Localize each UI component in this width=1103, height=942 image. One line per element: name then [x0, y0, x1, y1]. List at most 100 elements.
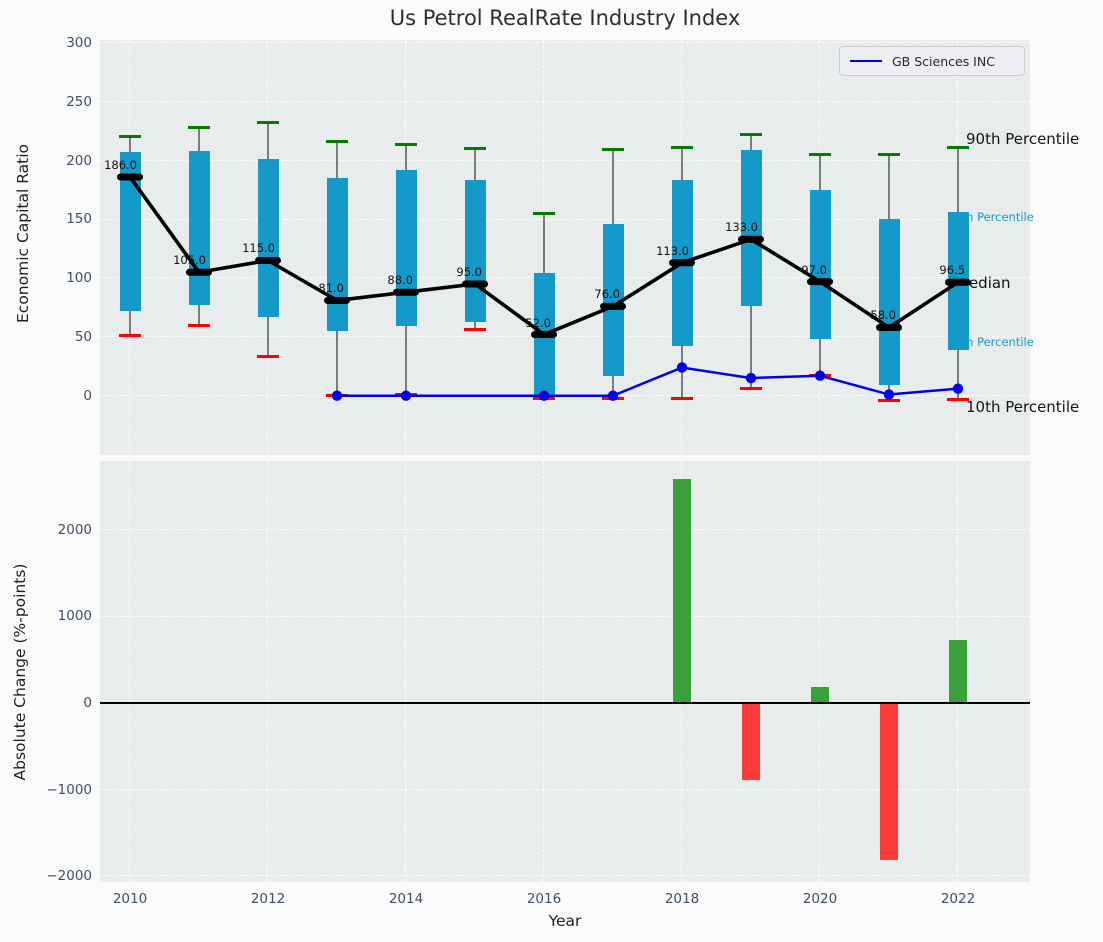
top-ytick-300: 300: [66, 34, 92, 51]
xtick-2014: 2014: [388, 891, 424, 907]
gridline-h: [100, 875, 1030, 877]
median-value-label-2021: 58.0: [870, 308, 896, 323]
xtick-2016: 2016: [526, 891, 562, 907]
legend-label: GB Sciences INC: [892, 53, 995, 69]
top-y-axis-label: Economic Capital Ratio: [14, 143, 32, 323]
p10-cap-2014: [395, 393, 417, 397]
p10-cap-2021: [878, 398, 900, 402]
p25-p75-box-2013: [326, 178, 348, 331]
gridline-h: [100, 615, 1030, 617]
p10-cap-2019: [740, 387, 762, 391]
p25-p75-box-2018: [671, 180, 693, 347]
change-bar-2022: [949, 639, 967, 703]
p25-p75-box-2012: [257, 159, 279, 317]
bottom-ytick-0: 0: [83, 695, 92, 711]
p10-cap-2015: [464, 328, 486, 332]
median-value-label-2020: 97.0: [801, 262, 827, 277]
p90-cap-2012: [257, 121, 279, 125]
p10-cap-2013: [326, 394, 348, 398]
median-value-label-2017: 76.0: [594, 287, 620, 302]
p90-cap-2010: [119, 135, 141, 139]
p90-cap-2022: [947, 146, 969, 150]
p10-cap-2022: [947, 397, 969, 401]
median-value-label-2010: 186.0: [104, 157, 137, 172]
p90-cap-2015: [464, 147, 486, 151]
gridline-h: [100, 529, 1030, 531]
median-value-label-2019: 133.0: [725, 220, 758, 235]
p25-p75-box-2015: [464, 180, 486, 322]
median-value-label-2012: 115.0: [242, 241, 275, 256]
p25-p75-box-2010: [119, 152, 141, 312]
gridline-h: [100, 336, 1030, 338]
p90-cap-2018: [671, 146, 693, 150]
p90-cap-2017: [602, 148, 624, 152]
p90-cap-2016: [533, 211, 555, 215]
bottom-ytick--1000: −1000: [46, 781, 92, 798]
median-value-label-2013: 81.0: [318, 281, 344, 296]
xtick-2012: 2012: [250, 891, 286, 907]
xtick-2020: 2020: [802, 891, 838, 907]
percentile-label: 10th Percentile: [966, 398, 1080, 417]
x-axis-label: Year: [548, 912, 582, 930]
percentile-label: 75th Percentile: [947, 209, 1034, 224]
p90-cap-2019: [740, 133, 762, 137]
median-value-label-2011: 105.0: [173, 253, 206, 268]
zero-line: [100, 702, 1030, 704]
median-value-label-2016: 52.0: [525, 315, 551, 330]
p25-p75-box-2014: [395, 169, 417, 327]
chart-title: Us Petrol RealRate Industry Index: [389, 6, 741, 30]
p90-cap-2011: [188, 126, 210, 130]
gridline-v: [405, 461, 407, 882]
p10-cap-2010: [119, 334, 141, 338]
top-ytick-250: 250: [66, 93, 92, 110]
bottom-axes-background: [100, 461, 1030, 882]
legend: GB Sciences INC: [839, 46, 1025, 76]
change-bar-2019: [742, 703, 760, 781]
gridline-v: [819, 461, 821, 882]
percentile-label: 25th Percentile: [947, 334, 1034, 349]
p10-cap-2020: [809, 374, 831, 378]
p10-cap-2012: [257, 355, 279, 359]
p10-cap-2018: [671, 396, 693, 400]
xtick-2018: 2018: [664, 891, 700, 907]
p25-p75-box-2022: [947, 212, 969, 350]
median-value-label-2015: 95.0: [456, 264, 482, 279]
gridline-v: [129, 461, 131, 882]
gridline-h: [100, 394, 1030, 396]
median-value-label-2022: 96.5: [939, 263, 965, 278]
gridline-h: [100, 788, 1030, 790]
p10-cap-2011: [188, 323, 210, 327]
median-value-label-2018: 113.0: [656, 243, 689, 258]
top-ytick-0: 0: [83, 387, 92, 404]
bottom-ytick-1000: 1000: [57, 608, 92, 625]
top-ytick-200: 200: [66, 152, 92, 169]
median-value-label-2014: 88.0: [387, 273, 413, 288]
xtick-2022: 2022: [940, 891, 976, 907]
gridline-h: [100, 159, 1030, 161]
change-bar-2018: [673, 478, 691, 703]
top-ytick-50: 50: [74, 328, 92, 345]
p90-cap-2014: [395, 142, 417, 146]
top-ytick-150: 150: [66, 211, 92, 228]
p25-p75-box-2016: [533, 273, 555, 397]
p10-cap-2017: [602, 396, 624, 400]
p25-p75-box-2021: [878, 219, 900, 386]
percentile-label: 90th Percentile: [966, 130, 1080, 149]
p90-cap-2013: [326, 140, 348, 144]
legend-line-icon: [850, 60, 882, 62]
change-bar-2021: [880, 703, 898, 860]
percentile-label: Median: [956, 273, 1011, 292]
gridline-h: [100, 100, 1030, 102]
change-bar-2020: [811, 686, 829, 703]
xtick-2010: 2010: [112, 891, 148, 907]
gridline-v: [267, 461, 269, 882]
gridline-v: [543, 461, 545, 882]
p90-cap-2021: [878, 153, 900, 157]
bottom-ytick--2000: −2000: [46, 868, 92, 885]
p90-cap-2020: [809, 153, 831, 157]
top-ytick-100: 100: [66, 270, 92, 287]
p10-cap-2016: [533, 396, 555, 400]
bottom-y-axis-label: Absolute Change (%-points): [11, 563, 29, 781]
bottom-ytick-2000: 2000: [57, 521, 92, 538]
